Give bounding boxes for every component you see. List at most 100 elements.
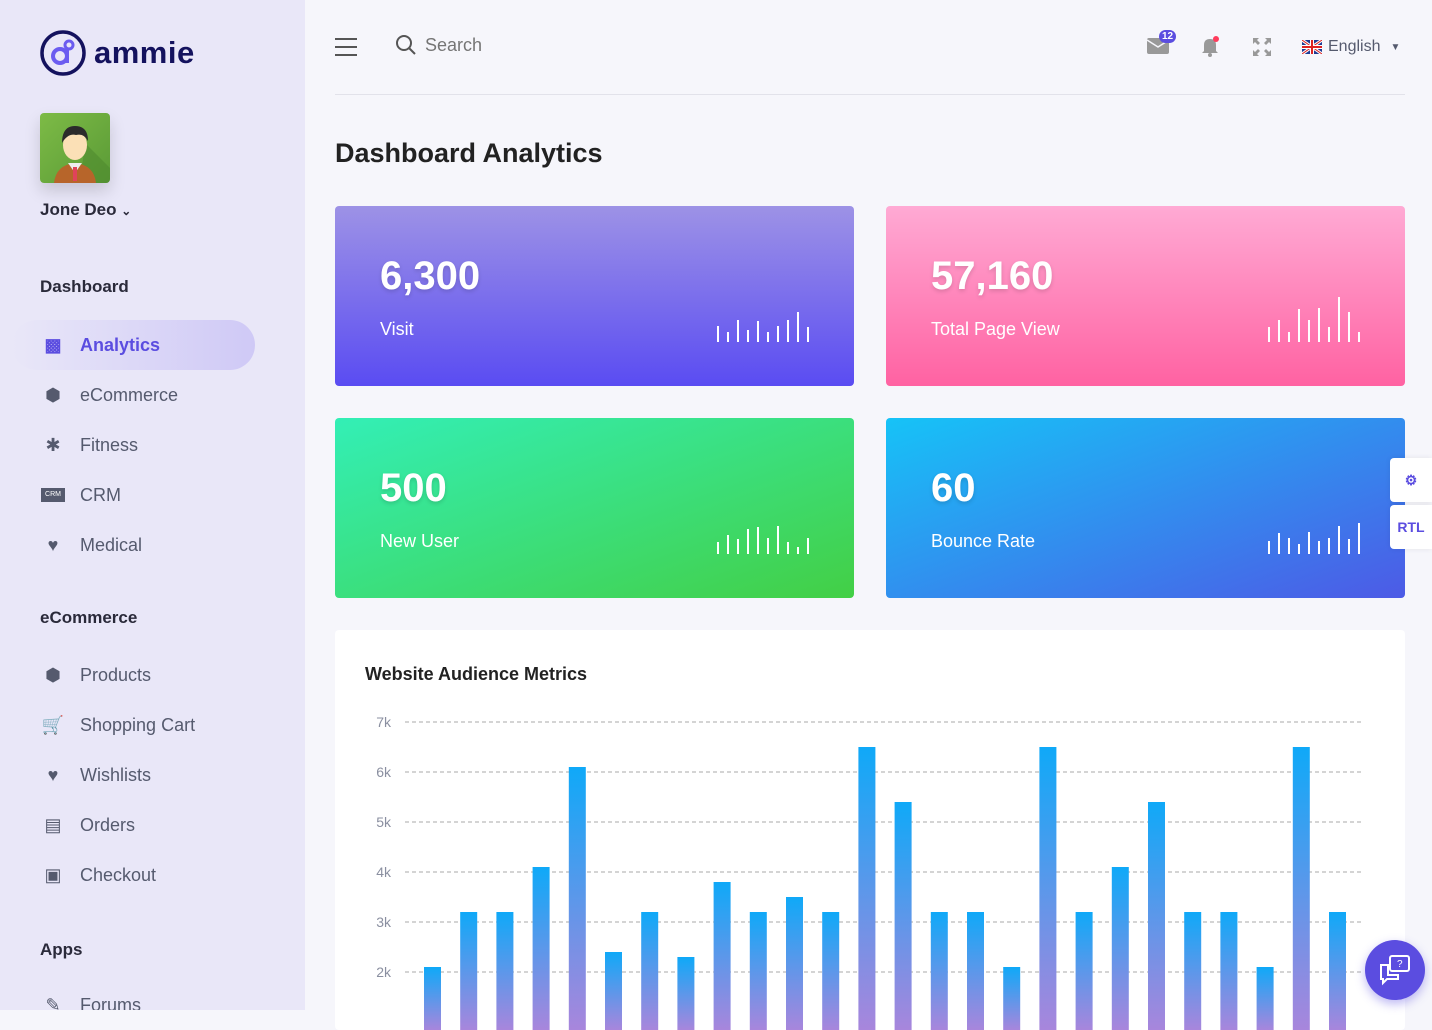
search-icon <box>396 35 416 55</box>
rtl-button[interactable]: RTL <box>1390 505 1432 549</box>
bar[interactable] <box>786 897 803 1030</box>
language-selector[interactable]: English ▼ <box>1302 38 1400 56</box>
stat-label: New User <box>380 531 460 551</box>
sidebar-item-crm[interactable]: CRM CRM <box>12 470 255 520</box>
sidebar-item-checkout[interactable]: ▣ Checkout <box>12 850 255 900</box>
clipboard-icon: ▤ <box>44 814 62 835</box>
bar[interactable] <box>858 747 876 1030</box>
chart-title: Website Audience Metrics <box>365 664 588 684</box>
sidebar-item-analytics[interactable]: ▩ Analytics <box>12 320 255 370</box>
cube-icon: ⬢ <box>45 664 61 685</box>
bar[interactable] <box>1075 912 1093 1030</box>
sidebar-item-label: Orders <box>80 814 136 835</box>
menu-toggle-icon[interactable] <box>335 38 357 56</box>
crm-icon: CRM <box>40 484 66 506</box>
sidebar-item-forums[interactable]: ✎ Forums <box>12 980 255 1011</box>
chat-help-icon: ? <box>1380 955 1410 986</box>
sidebar-item-fitness[interactable]: ✱ Fitness <box>12 420 255 470</box>
sidebar-item-label: Analytics <box>80 334 161 355</box>
logo[interactable]: ammie <box>40 30 195 76</box>
bar[interactable] <box>568 767 586 1030</box>
sidebar-item-label: Forums <box>80 994 142 1011</box>
bar[interactable] <box>424 967 441 1030</box>
chevron-down-icon: ⌄ <box>121 204 132 218</box>
section-title-ecommerce: eCommerce <box>40 608 138 627</box>
y-tick-label: 4k <box>376 864 392 880</box>
stat-value: 57,160 <box>931 254 1054 298</box>
avatar[interactable] <box>40 113 110 183</box>
mail-button[interactable]: 12 <box>1146 30 1177 60</box>
y-tick-label: 3k <box>376 914 392 930</box>
sidebar-item-orders[interactable]: ▤ Orders <box>12 800 255 850</box>
bar[interactable] <box>677 957 695 1030</box>
notification-button[interactable] <box>1201 35 1221 62</box>
sidebar-item-products[interactable]: ⬢ Products <box>12 650 255 700</box>
sparkline-icon <box>717 508 809 554</box>
bar[interactable] <box>967 912 984 1030</box>
y-tick-label: 6k <box>376 764 392 780</box>
bar[interactable] <box>822 912 840 1030</box>
bar[interactable] <box>749 912 767 1030</box>
stat-card-visit: 6,300 Visit <box>335 206 854 386</box>
help-chat-button[interactable]: ? <box>1365 940 1425 1000</box>
sidebar-item-medical[interactable]: ♥ Medical <box>12 520 255 570</box>
bar[interactable] <box>1148 802 1165 1030</box>
search-input[interactable] <box>425 34 625 56</box>
bar[interactable] <box>1256 967 1274 1030</box>
caret-down-icon: ▼ <box>1390 41 1401 53</box>
bar[interactable] <box>641 912 659 1030</box>
sidebar-item-label: Checkout <box>80 864 157 885</box>
bar[interactable] <box>1111 867 1129 1030</box>
bar[interactable] <box>1184 912 1202 1030</box>
bar[interactable] <box>1039 747 1057 1030</box>
user-name: Jone Deo <box>40 200 117 219</box>
sidebar-item-label: Wishlists <box>80 764 151 785</box>
svg-text:?: ? <box>1397 959 1403 970</box>
sidebar-item-ecommerce[interactable]: ⬢ eCommerce <box>12 370 255 420</box>
bar[interactable] <box>605 952 622 1030</box>
sidebar-item-shopping-cart[interactable]: 🛒 Shopping Cart <box>12 700 255 750</box>
section-title-dashboard: Dashboard <box>40 277 129 296</box>
sidebar-item-label: Medical <box>80 534 143 555</box>
section-title-apps: Apps <box>40 940 83 959</box>
uk-flag-icon <box>1302 40 1322 54</box>
y-tick-label: 7k <box>376 714 392 730</box>
bar[interactable] <box>1220 912 1238 1030</box>
wallet-icon: ▣ <box>44 864 62 885</box>
bar[interactable] <box>894 802 912 1030</box>
user-menu[interactable]: Jone Deo ⌄ <box>40 200 131 220</box>
audience-bar-chart: 7k 6k 5k 4k 3k 2k <box>376 714 1363 1030</box>
mail-badge: 12 <box>1159 30 1177 43</box>
bar[interactable] <box>1292 747 1310 1030</box>
cart-icon: 🛒 <box>41 714 65 735</box>
bell-icon <box>1202 36 1219 57</box>
sparkline-icon <box>717 296 809 342</box>
bar[interactable] <box>460 912 478 1030</box>
bar[interactable] <box>532 867 550 1030</box>
stat-value: 60 <box>931 466 976 510</box>
sparkline-icon <box>1268 296 1360 342</box>
bar[interactable] <box>930 912 948 1030</box>
stat-card-page-view: 57,160 Total Page View <box>886 206 1405 386</box>
sidebar-item-label: Shopping Cart <box>80 714 196 735</box>
language-label: English <box>1328 38 1381 55</box>
heart-icon: ♥ <box>47 764 59 785</box>
sidebar-item-label: eCommerce <box>80 384 179 405</box>
bar[interactable] <box>1003 967 1021 1030</box>
fullscreen-button[interactable] <box>1253 38 1271 61</box>
bar[interactable] <box>713 882 731 1030</box>
search-box[interactable] <box>395 34 625 56</box>
stat-value: 500 <box>380 466 447 510</box>
bar[interactable] <box>496 912 514 1030</box>
sidebar-item-label: Products <box>80 664 152 685</box>
sidebar: ammie Jone Deo ⌄ Dashboard ▩ Analytics ⬢ e… <box>0 0 305 1010</box>
stat-card-new-user: 500 New User <box>335 418 854 598</box>
sidebar-item-wishlists[interactable]: ♥ Wishlists <box>12 750 255 800</box>
stat-value: 6,300 <box>380 254 481 298</box>
cube-icon: ⬢ <box>45 384 61 405</box>
bar[interactable] <box>1329 912 1346 1030</box>
sidebar-item-label: Fitness <box>80 434 139 455</box>
settings-button[interactable]: ⚙ <box>1390 458 1432 502</box>
sidebar-item-label: CRM <box>80 484 121 505</box>
rtl-label: RTL <box>1397 519 1425 535</box>
